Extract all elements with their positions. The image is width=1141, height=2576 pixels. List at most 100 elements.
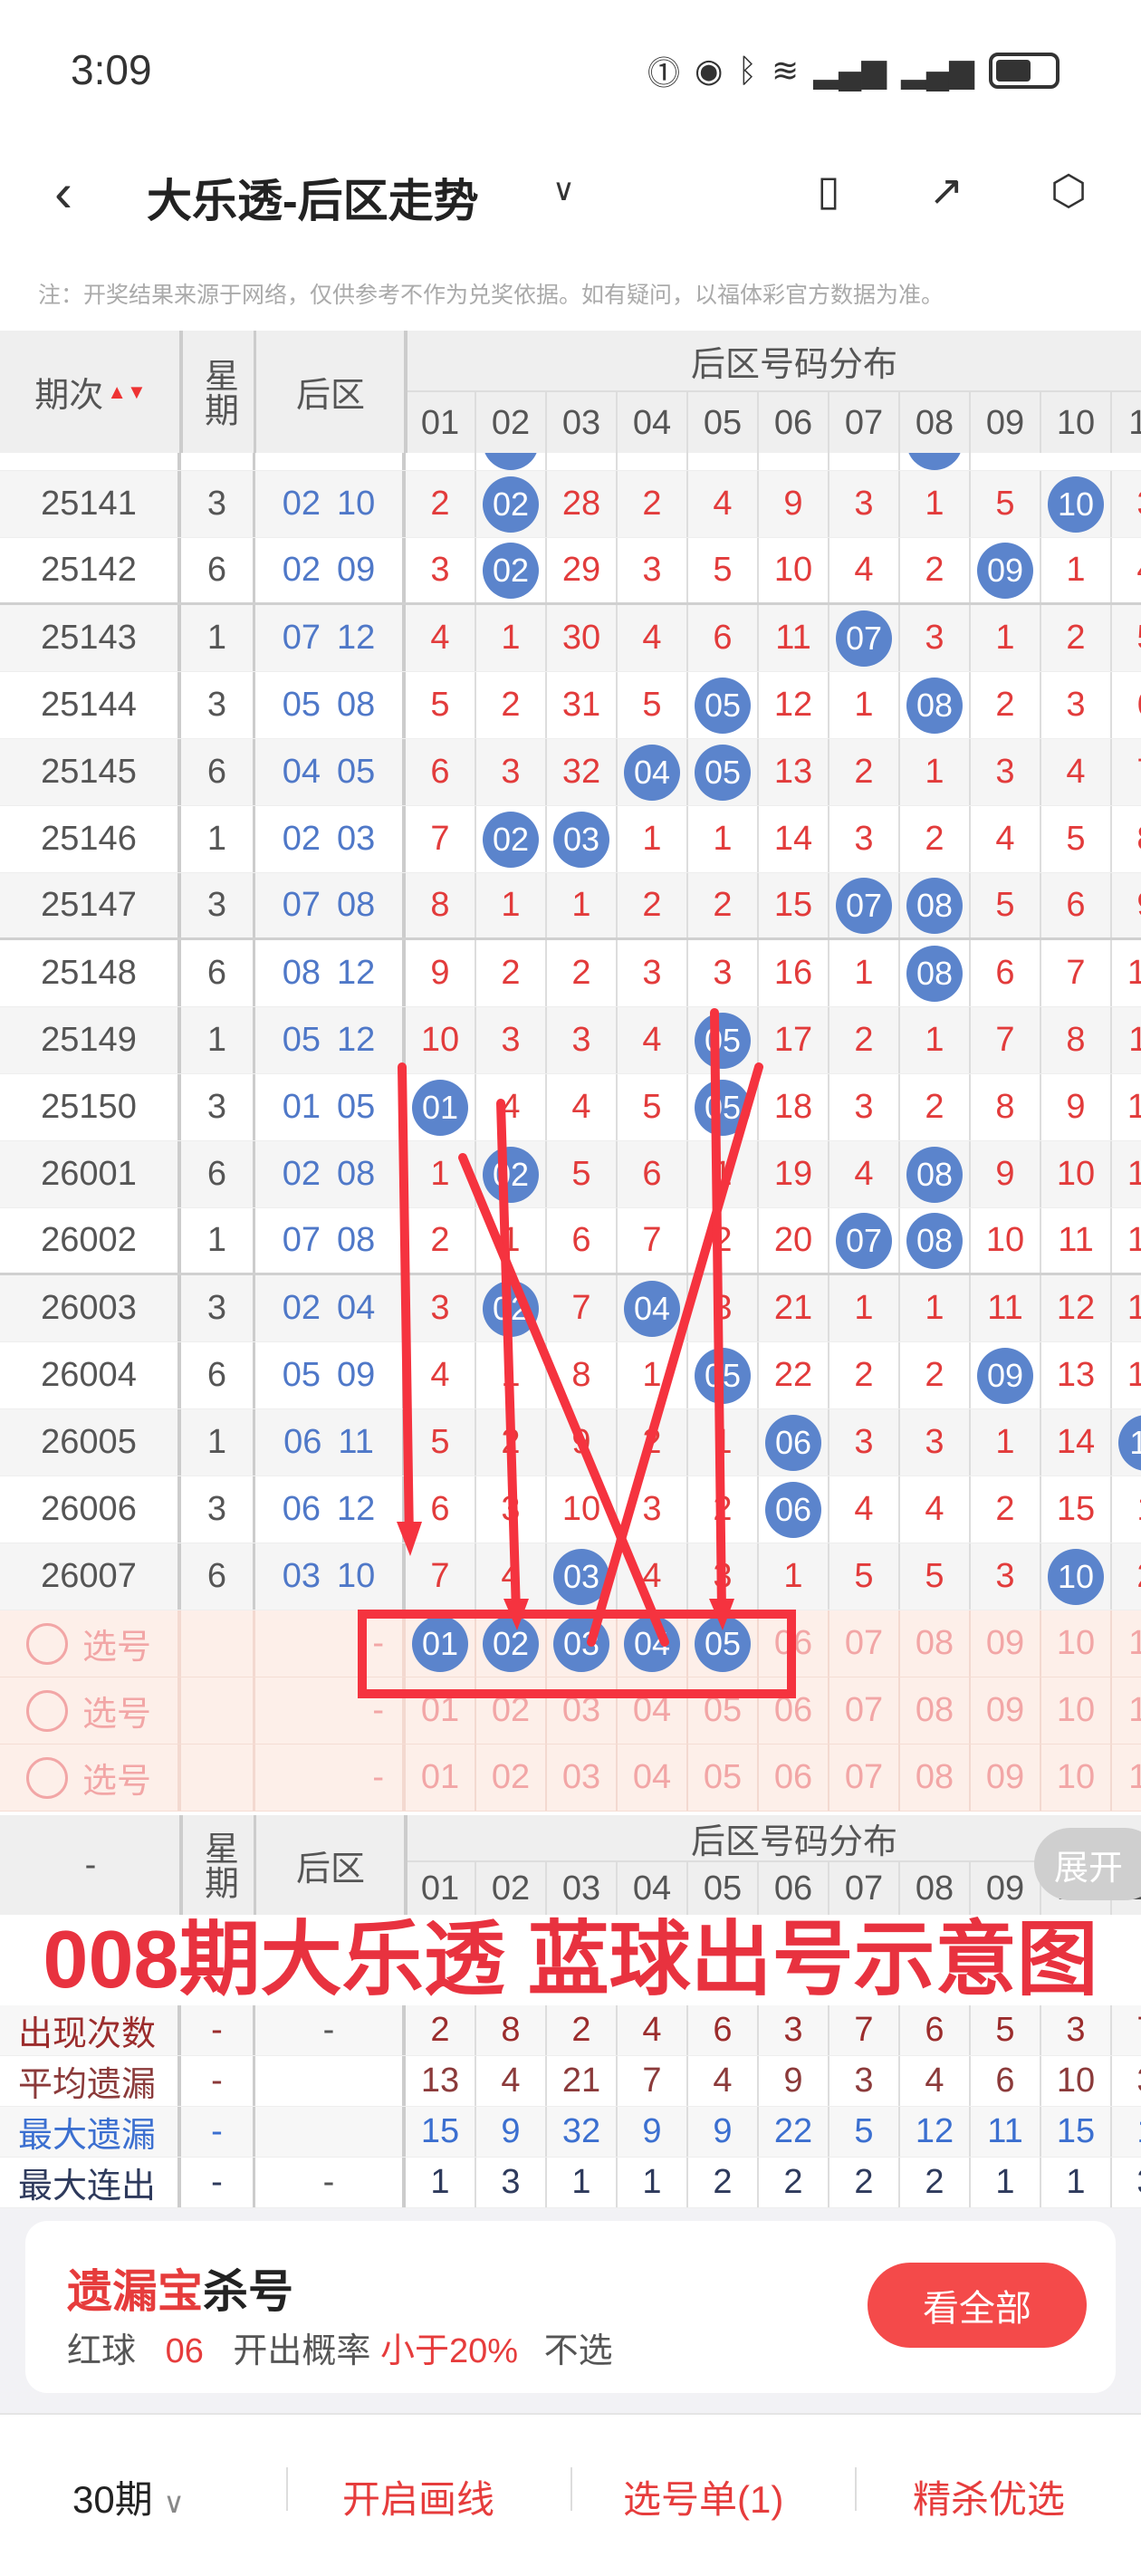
selected-ball[interactable]: 02 <box>483 1615 539 1672</box>
ball: 08 <box>906 1212 963 1269</box>
pick-number[interactable]: 11 <box>1112 1610 1141 1677</box>
header-number: 07 <box>829 392 900 453</box>
precise-kill-button[interactable]: 精杀优选 <box>913 2478 1066 2521</box>
pick-number[interactable]: 07 <box>829 1677 900 1744</box>
issue-cell: 26001 <box>0 1141 181 1207</box>
view-all-button[interactable]: 看全部 <box>868 2263 1087 2348</box>
radio-circle-icon[interactable] <box>25 1756 68 1799</box>
pick-number[interactable]: 06 <box>759 1745 829 1811</box>
back-number: 01 <box>282 1088 321 1126</box>
table-row: 251461020370203111432458 <box>0 806 1141 873</box>
pick-number[interactable]: 01 <box>406 1610 476 1677</box>
expand-button[interactable]: 展开 <box>1034 1828 1141 1900</box>
pick-number[interactable]: 08 <box>900 1677 971 1744</box>
number-cell: 5 <box>829 1543 900 1610</box>
header-number: 03 <box>547 392 618 453</box>
table-row: 251431071241304611073125 <box>0 605 1141 672</box>
select-row: 选号 -0102030405060708091011 <box>0 1745 1141 1812</box>
pick-number[interactable]: 04 <box>618 1745 688 1811</box>
back-icon[interactable]: ‹ <box>54 162 72 223</box>
pick-number[interactable]: 09 <box>971 1610 1041 1677</box>
pick-number[interactable]: 01 <box>406 1745 476 1811</box>
number-cell: 03 <box>547 806 618 872</box>
phone-layout-icon[interactable]: ▯ <box>817 167 840 214</box>
radio-circle-icon[interactable] <box>25 1689 68 1732</box>
number-cell: 6 <box>688 605 759 671</box>
number-cell: 3 <box>829 471 900 537</box>
status-bar: 3:09 ⓵ ◉ ᛒ ≋ ▂▄▆ ▂▄▆ <box>0 0 1141 127</box>
number-cell: 32 <box>547 739 618 805</box>
stats-label: 最大遗漏 <box>0 2107 181 2157</box>
clock: 3:09 <box>71 46 152 93</box>
settings-icon[interactable]: ⬡ <box>1050 167 1088 214</box>
pick-number[interactable]: 05 <box>688 1610 759 1677</box>
number-cell: 04 <box>618 739 688 805</box>
number-cell: 08 <box>900 1208 971 1273</box>
number-cell: 22 <box>759 1342 829 1408</box>
ball: 04 <box>624 744 680 801</box>
number-cell: 2 <box>618 471 688 537</box>
pick-number[interactable]: 09 <box>971 1677 1041 1744</box>
number-cell: 4 <box>547 1074 618 1140</box>
stats-value: 2 <box>829 2158 900 2207</box>
weekday-cell: 6 <box>181 1141 255 1207</box>
weekday-cell: 1 <box>181 1007 255 1073</box>
draw-line-button[interactable]: 开启画线 <box>342 2478 495 2521</box>
pick-number[interactable]: 08 <box>900 1610 971 1677</box>
stats-label: 出现次数 <box>0 2005 181 2055</box>
issue-cell: 26003 <box>0 1275 181 1341</box>
number-cell: 3 <box>618 1476 688 1543</box>
number-cell: 15 <box>1112 1275 1141 1341</box>
radio-circle-icon[interactable] <box>25 1622 68 1665</box>
pick-number[interactable]: 09 <box>971 1745 1041 1811</box>
header-number: 04 <box>618 392 688 453</box>
pick-number[interactable]: 03 <box>547 1745 618 1811</box>
pick-number[interactable]: 02 <box>476 1745 547 1811</box>
pick-number[interactable]: 02 <box>476 1610 547 1677</box>
number-cell: 02 <box>476 538 547 602</box>
number-cell: 1 <box>971 1409 1041 1475</box>
selected-ball[interactable]: 04 <box>624 1615 680 1672</box>
pick-number[interactable]: 05 <box>688 1745 759 1811</box>
number-cell: 08 <box>900 672 971 738</box>
share-icon[interactable]: ↗ <box>928 167 964 214</box>
pick-number[interactable]: 10 <box>1041 1745 1112 1811</box>
pick-number[interactable]: 11 <box>1112 1677 1141 1744</box>
select-toggle[interactable]: 选号 <box>0 1610 181 1677</box>
sort-issue[interactable]: 期次 ▲▼ <box>34 377 147 415</box>
chevron-down-icon[interactable]: ∨ <box>552 173 575 207</box>
select-toggle[interactable]: 选号 <box>0 1745 181 1811</box>
pick-number[interactable]: 07 <box>829 1745 900 1811</box>
table-row: 251486081292233161086710 <box>0 940 1141 1007</box>
page-title[interactable]: 大乐透-后区走势 <box>147 176 479 226</box>
number-cell: 3 <box>829 1074 900 1140</box>
stats-value: 6 <box>900 2005 971 2055</box>
back-number: 06 <box>282 1490 321 1528</box>
period-select[interactable]: 30期 ∨ <box>72 2478 185 2521</box>
number-cell: 09 <box>971 538 1041 602</box>
selected-ball[interactable]: 01 <box>412 1615 468 1672</box>
pick-number[interactable]: 08 <box>900 1745 971 1811</box>
header-number: 05 <box>688 392 759 453</box>
number-cell: 4 <box>688 471 759 537</box>
pick-number[interactable]: 11 <box>1112 1745 1141 1811</box>
pick-number[interactable]: 10 <box>1041 1610 1112 1677</box>
number-cell: 2 <box>688 873 759 937</box>
pick-number[interactable]: 04 <box>618 1610 688 1677</box>
select-toggle[interactable]: 选号 <box>0 1677 181 1744</box>
weekday-cell: 6 <box>181 1543 255 1610</box>
issue-cell: 25144 <box>0 672 181 738</box>
pick-number[interactable]: 07 <box>829 1610 900 1677</box>
issue-cell: 25145 <box>0 739 181 805</box>
pick-number[interactable]: 10 <box>1041 1677 1112 1744</box>
back-numbers-cell: 06 12 <box>255 1476 406 1543</box>
back-numbers-cell: 08 12 <box>255 940 406 1006</box>
back-number: 09 <box>337 551 376 589</box>
selected-ball[interactable]: 05 <box>695 1615 751 1672</box>
number-cell: 9 <box>971 1141 1041 1207</box>
weekday-cell: 3 <box>181 1476 255 1543</box>
pick-list-button[interactable]: 选号单(1) <box>623 2478 784 2521</box>
number-cell: 14 <box>1041 1409 1112 1475</box>
number-cell: 2 <box>900 538 971 602</box>
back-cell: - <box>255 1610 406 1677</box>
